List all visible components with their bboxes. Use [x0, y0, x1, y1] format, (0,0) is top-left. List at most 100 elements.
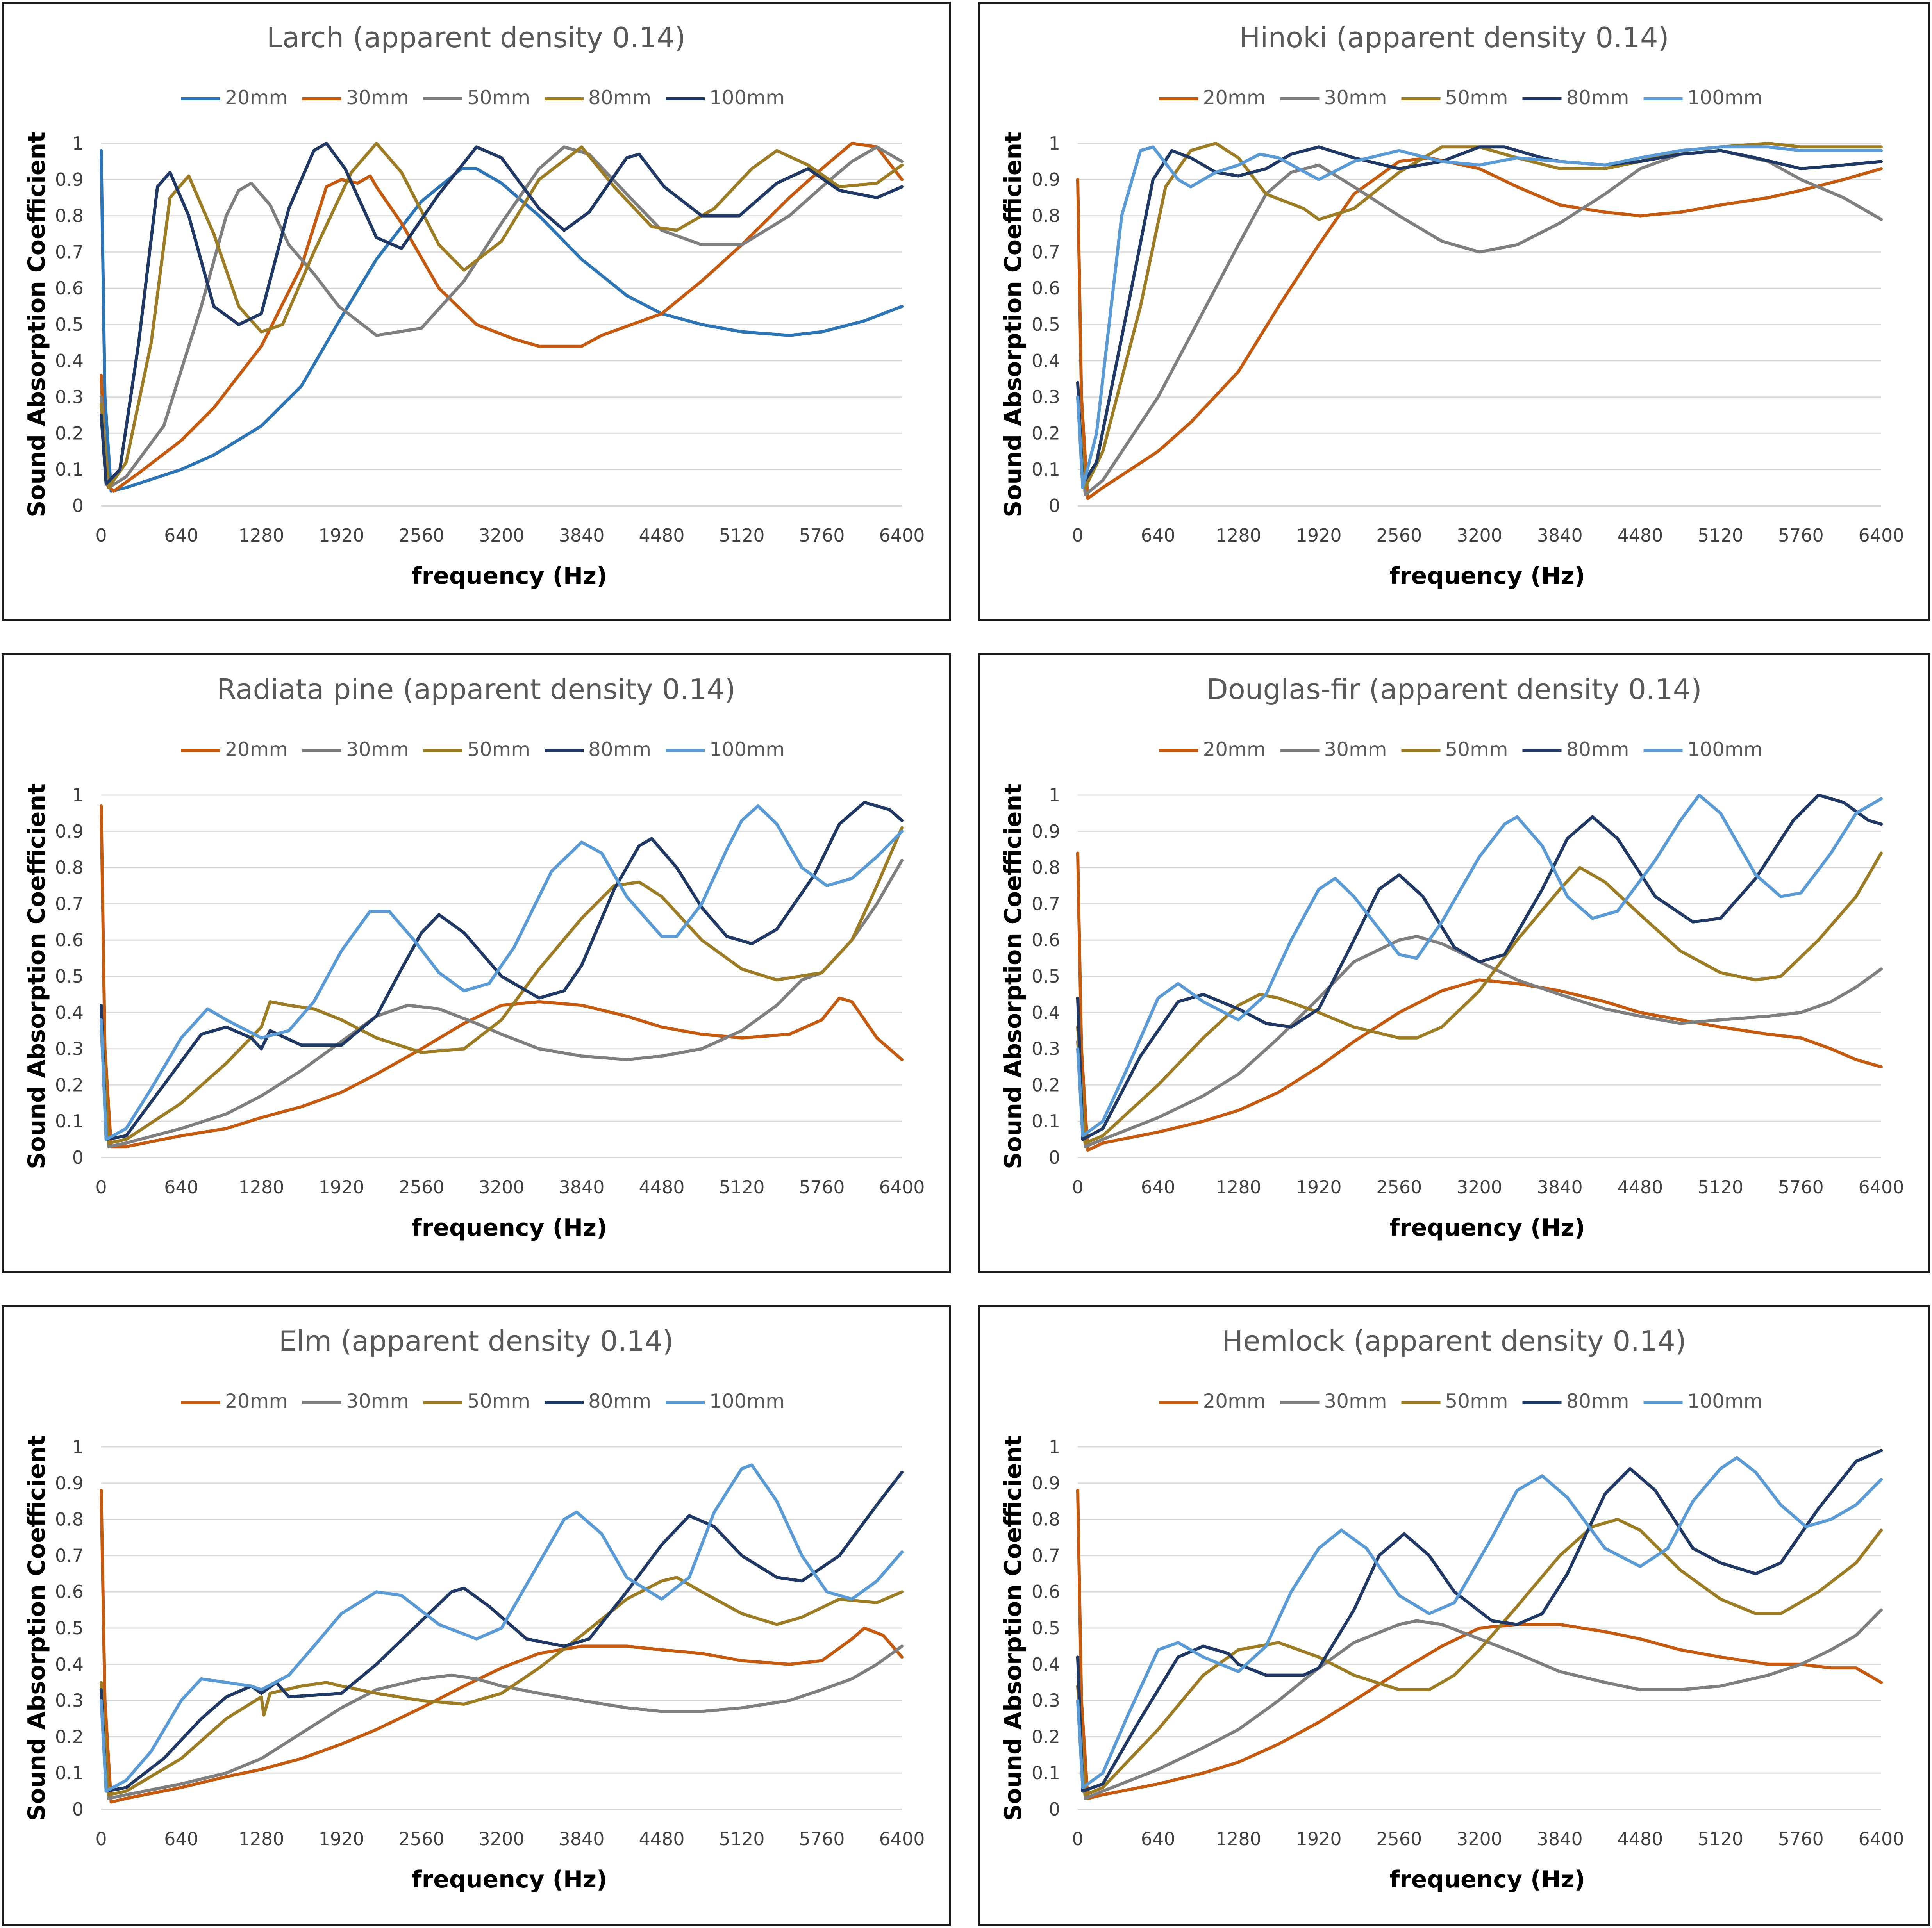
y-tick-label: 0.4 [1032, 1002, 1060, 1023]
y-tick-label: 1 [72, 785, 84, 806]
x-tick-label: 3840 [559, 1828, 604, 1850]
y-tick-label: 0.1 [1032, 1762, 1060, 1784]
x-tick-label: 5120 [719, 1177, 764, 1198]
legend-item: 20mm [181, 738, 288, 761]
legend-item: 30mm [1280, 1390, 1387, 1413]
x-tick-label: 5120 [1698, 1828, 1743, 1850]
x-tick-label: 1280 [238, 1828, 284, 1850]
x-tick-label: 2560 [1376, 1177, 1422, 1198]
chart-panel-elm: Elm (apparent density 0.14) 20mm 30mm 50mm 8… [2, 1305, 951, 1926]
x-tick-label: 1920 [1296, 1828, 1342, 1850]
y-tick-label: 0.7 [55, 241, 84, 262]
legend-item: 50mm [1401, 738, 1508, 761]
y-tick-label: 1 [72, 1436, 84, 1457]
x-tick-label: 6400 [1858, 1828, 1904, 1850]
legend-item: 80mm [545, 738, 651, 761]
x-tick-label: 1280 [1216, 525, 1261, 546]
x-tick-label: 3840 [1537, 1177, 1583, 1198]
legend-label: 30mm [1324, 1390, 1387, 1413]
y-axis-label: Sound Absorption Coefficient [1000, 783, 1027, 1169]
x-tick-label: 3200 [1457, 1177, 1502, 1198]
legend-label: 20mm [225, 738, 288, 761]
chart-title: Douglas-fir (apparent density 0.14) [1206, 673, 1702, 706]
x-tick-label: 1920 [318, 1828, 364, 1850]
chart-svg: Hemlock (apparent density 0.14) 20mm 30mm 5… [1000, 1325, 1904, 1893]
series-line-100mm [1076, 145, 1883, 489]
chart-svg: Hinoki (apparent density 0.14) 20mm 30mm 50… [1000, 21, 1904, 590]
x-tick-label: 3840 [559, 1177, 604, 1198]
y-tick-label: 0.3 [55, 387, 84, 408]
legend-item: 20mm [1159, 86, 1266, 109]
y-tick-label: 0.3 [1032, 1038, 1060, 1059]
legend-item: 50mm [423, 738, 530, 761]
chart-title: Elm (apparent density 0.14) [279, 1325, 674, 1357]
x-tick-label: 6400 [879, 1177, 925, 1198]
series-line-100mm [100, 1463, 904, 1793]
series-line-80mm [1076, 794, 1883, 1141]
x-tick-label: 5120 [1698, 525, 1743, 546]
series-line-80mm [100, 1471, 904, 1793]
legend-label: 30mm [346, 86, 409, 109]
y-axis-label: Sound Absorption Coefficient [1000, 1435, 1027, 1821]
y-tick-label: 0.8 [1032, 857, 1060, 878]
legend-item: 20mm [1159, 1390, 1266, 1413]
y-tick-label: 0.2 [1032, 1726, 1060, 1747]
x-tick-label: 2560 [398, 1177, 444, 1198]
y-tick-label: 0.3 [55, 1690, 84, 1711]
x-tick-label: 0 [95, 1828, 107, 1850]
x-tick-label: 0 [1072, 1828, 1083, 1850]
legend-item: 80mm [1522, 86, 1629, 109]
legend-label: 30mm [1324, 738, 1387, 761]
legend-label: 50mm [467, 1390, 530, 1413]
legend-item: 50mm [1401, 1390, 1508, 1413]
y-tick-label: 0.1 [1032, 1111, 1060, 1132]
y-axis-label: Sound Absorption Coefficient [23, 1435, 50, 1821]
legend-item: 80mm [545, 86, 651, 109]
x-tick-label: 1280 [1216, 1177, 1261, 1198]
legend-item: 20mm [181, 1390, 288, 1413]
x-axis-label: frequency (Hz) [1389, 1214, 1585, 1241]
y-tick-label: 0.9 [1032, 821, 1060, 842]
series-line-50mm [100, 826, 904, 1145]
x-axis-label: frequency (Hz) [1389, 1866, 1585, 1893]
x-tick-label: 0 [1072, 1177, 1083, 1198]
y-tick-label: 0.7 [1032, 893, 1060, 914]
y-tick-label: 0.6 [55, 1581, 84, 1602]
legend-item: 20mm [181, 86, 288, 109]
y-tick-label: 0.6 [1032, 1581, 1060, 1602]
legend-label: 50mm [1445, 86, 1508, 109]
y-tick-label: 0.8 [55, 205, 84, 227]
x-tick-label: 5120 [719, 525, 764, 546]
legend-item: 100mm [1643, 1390, 1762, 1413]
x-tick-label: 0 [1072, 525, 1083, 546]
legend-label: 30mm [1324, 86, 1387, 109]
y-tick-label: 0.5 [55, 314, 84, 335]
y-tick-label: 0.4 [55, 1002, 84, 1023]
y-tick-label: 0.9 [55, 169, 84, 190]
legend-label: 100mm [1687, 86, 1763, 109]
x-tick-label: 4480 [639, 1828, 684, 1850]
series-line-80mm [1076, 145, 1883, 486]
y-tick-label: 0.1 [1032, 459, 1060, 480]
x-tick-label: 1920 [318, 1177, 364, 1198]
x-tick-label: 3200 [1457, 1828, 1502, 1850]
series-line-50mm [1076, 142, 1883, 489]
y-axis-label: Sound Absorption Coefficient [1000, 132, 1027, 517]
y-tick-label: 0.5 [1032, 1618, 1060, 1639]
legend-item: 50mm [423, 1390, 530, 1413]
chart-svg: Larch (apparent density 0.14) 20mm 30mm 50m… [23, 21, 925, 590]
x-tick-label: 6400 [879, 525, 925, 546]
legend-item: 30mm [302, 738, 409, 761]
legend-label: 20mm [1203, 738, 1266, 761]
x-tick-label: 1280 [238, 1177, 284, 1198]
y-tick-label: 0 [72, 1799, 84, 1820]
series-line-30mm [1076, 1608, 1883, 1800]
series-line-30mm [1076, 149, 1883, 497]
legend-label: 100mm [709, 738, 785, 761]
legend-label: 80mm [588, 86, 651, 109]
y-axis-label: Sound Absorption Coefficient [23, 783, 50, 1169]
x-tick-label: 4480 [639, 525, 684, 546]
y-tick-label: 0.7 [1032, 1545, 1060, 1566]
series-line-80mm [100, 142, 904, 489]
legend-item: 80mm [1522, 738, 1629, 761]
